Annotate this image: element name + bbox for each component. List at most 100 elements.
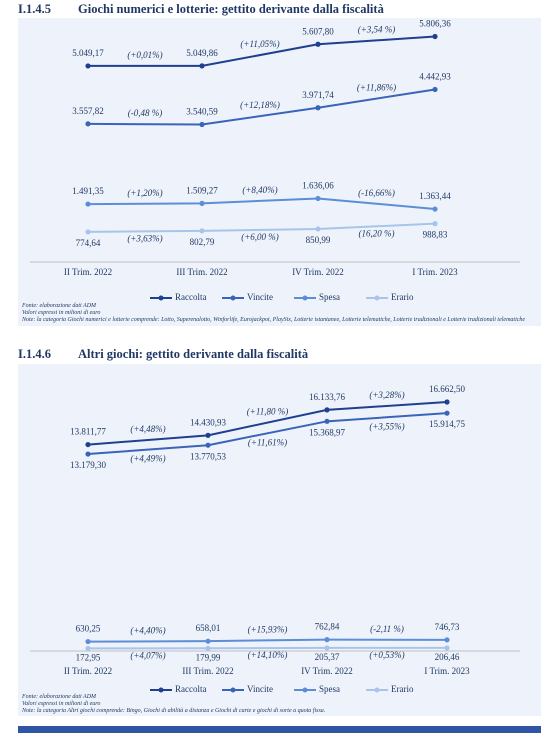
change-label: (+3,55%) <box>369 421 404 431</box>
change-label: (-16,66%) <box>358 188 395 198</box>
change-label: (+4,49%) <box>130 454 165 464</box>
data-label: 762,84 <box>315 622 340 632</box>
change-label: (-2,11 %) <box>370 624 404 634</box>
change-label: (+6,00 %) <box>241 232 279 242</box>
point <box>199 63 205 69</box>
legend-dot <box>158 687 164 693</box>
legend-label: Erario <box>391 684 414 694</box>
series-line <box>87 646 448 650</box>
point <box>324 636 330 643</box>
heading-text: Altri giochi: gettito derivante dalla fi… <box>78 347 309 361</box>
legend-dot <box>302 687 308 693</box>
series-line <box>87 35 436 67</box>
data-label: 802,79 <box>190 237 215 247</box>
data-label: 1.363,44 <box>419 191 451 201</box>
legend-dot <box>158 295 164 301</box>
data-label: 5.049,86 <box>186 48 218 58</box>
point <box>432 221 438 227</box>
series-line <box>87 412 448 456</box>
point <box>85 201 91 207</box>
heading-text: Giochi numerici e lotterie: gettito deri… <box>78 2 384 16</box>
change-label: (+4,48%) <box>130 424 165 434</box>
change-label: (+14,10%) <box>248 650 288 660</box>
point <box>205 645 211 651</box>
data-label: 746,73 <box>435 622 460 632</box>
change-label: (+4,07%) <box>130 650 165 660</box>
point <box>85 451 91 457</box>
point <box>444 645 450 651</box>
data-label: 1.509,27 <box>186 185 218 195</box>
data-label: 13.811,77 <box>70 427 106 437</box>
change-label: (+11,86%) <box>357 83 396 93</box>
change-label: (+0,53%) <box>369 650 404 660</box>
change-label: (+4,40%) <box>130 625 165 635</box>
data-label: 5.806,36 <box>419 19 451 29</box>
data-label: 3.557,82 <box>72 106 104 116</box>
legend-label: Erario <box>391 292 414 302</box>
x-tick-label: IV Trim. 2022 <box>292 267 344 277</box>
data-label: 1.491,35 <box>72 186 104 196</box>
point <box>432 33 438 40</box>
data-label: 205,37 <box>315 652 340 662</box>
point <box>444 410 450 416</box>
change-label: (+11,80 %) <box>247 407 288 417</box>
data-label: 16.662,50 <box>429 384 466 394</box>
legend-dot <box>302 295 308 301</box>
point <box>199 228 205 234</box>
heading-number: I.1.4.6 <box>18 347 51 361</box>
data-label: 16.133,76 <box>309 392 346 402</box>
x-tick-label: II Trim. 2022 <box>64 666 112 676</box>
x-tick-label: I Trim. 2023 <box>412 267 458 277</box>
data-label: 774,64 <box>76 238 101 248</box>
change-label: (16,20 %) <box>359 228 395 238</box>
data-label: 1.636,06 <box>302 181 334 191</box>
x-tick-label: II Trim. 2022 <box>64 267 112 277</box>
point <box>324 418 330 424</box>
data-label: 658,01 <box>196 623 221 633</box>
point <box>205 638 211 644</box>
series-line <box>87 197 436 211</box>
note: Valori espressi in milioni di euro <box>22 701 101 707</box>
heading-number: I.1.4.5 <box>18 2 51 16</box>
note: Fonte: elaborazione dati ADM <box>22 303 97 309</box>
data-label: 630,25 <box>76 624 101 634</box>
legend-dot <box>230 687 236 693</box>
data-label: 988,83 <box>423 230 448 240</box>
legend-label: Spesa <box>319 292 340 302</box>
note: Fonte: elaborazione dati ADM <box>22 694 97 700</box>
data-label: 14.430,93 <box>190 417 227 427</box>
data-label: 206,46 <box>435 652 460 662</box>
point <box>444 637 450 643</box>
x-tick-label: I Trim. 2023 <box>424 666 470 676</box>
legend-dot <box>230 295 236 301</box>
data-label: 3.540,59 <box>186 107 218 117</box>
point <box>315 41 321 47</box>
change-label: (+1,20%) <box>127 188 162 198</box>
point <box>85 229 91 235</box>
legend-label: Vincite <box>247 292 273 302</box>
x-tick-label: III Trim. 2022 <box>182 666 233 676</box>
heading: I.1.4.5 Giochi numerici e lotterie: getti… <box>18 2 384 17</box>
change-label: (+3,28%) <box>369 390 404 400</box>
change-label: (+11,05%) <box>240 39 279 49</box>
change-label: (-0,48 %) <box>128 108 163 118</box>
data-label: 13.770,53 <box>190 451 227 461</box>
change-label: (+3,63%) <box>127 233 162 243</box>
series-line <box>87 88 436 126</box>
data-label: 5.607,80 <box>302 26 334 36</box>
point <box>324 407 330 413</box>
data-label: 4.442,93 <box>419 72 451 82</box>
x-tick-label: III Trim. 2022 <box>176 267 227 277</box>
change-label: (+11,61%) <box>248 437 287 447</box>
note: Note: la categoria Altri giochi comprend… <box>22 708 326 714</box>
change-label: (+8,40%) <box>242 185 277 195</box>
footer-bar <box>18 726 541 733</box>
change-label: (+0,01%) <box>127 50 162 60</box>
data-label: 15.368,97 <box>309 427 346 437</box>
series-line <box>87 638 448 643</box>
data-label: 179,99 <box>196 652 221 662</box>
heading: I.1.4.6 Altri giochi: gettito derivante d… <box>18 347 308 362</box>
point <box>85 121 91 127</box>
point <box>199 200 205 206</box>
